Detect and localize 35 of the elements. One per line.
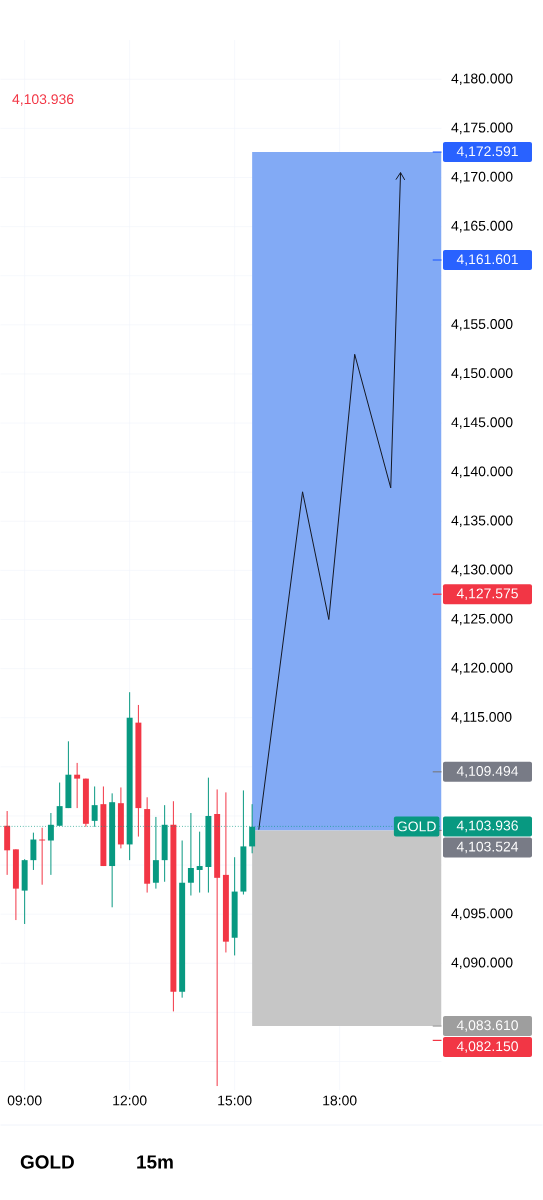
ref-line-label: 4,127.575: [456, 588, 518, 600]
ref-line-label: 4,082.150: [456, 1041, 518, 1053]
candlestick: [74, 762, 81, 809]
ref-line-label: 4,109.494: [456, 766, 519, 778]
x-tick-label: 12:00: [113, 1095, 147, 1106]
y-tick-label: 4,180.000: [451, 73, 513, 86]
annotation: 4,103.936: [12, 94, 74, 106]
candlestick: [39, 827, 46, 886]
ref-line-label: 4,103.936: [456, 820, 518, 833]
ref-line-label: 4,172.591: [456, 146, 518, 158]
y-tick-label: 4,095.000: [451, 908, 513, 920]
y-tick-label: 4,165.000: [451, 220, 513, 233]
y-tick-label: 4,115.000: [451, 711, 512, 724]
y-tick-label: 4,140.000: [451, 466, 513, 478]
y-tick-label: 4,120.000: [451, 662, 513, 675]
ref-line-label: 4,161.601: [456, 254, 518, 266]
text: 15m: [137, 1155, 173, 1169]
y-tick-label: 4,170.000: [451, 171, 513, 184]
y-tick-label: 4,145.000: [451, 417, 513, 429]
y-tick-label: 4,135.000: [451, 515, 513, 528]
ref-line-label: 4,083.610: [456, 1020, 518, 1032]
x-tick-label: 09:00: [7, 1095, 42, 1106]
y-tick-label: 4,155.000: [451, 319, 513, 331]
annotation: GOLD: [397, 821, 436, 832]
y-tick-label: 4,175.000: [451, 122, 513, 135]
x-tick-label: 15:00: [218, 1095, 252, 1106]
y-tick-label: 4,090.000: [451, 957, 513, 970]
x-tick-label: 18:00: [323, 1095, 357, 1106]
ref-line-label: 4,103.524: [456, 841, 519, 854]
candlestick: [196, 831, 203, 894]
y-tick-label: 4,125.000: [451, 613, 513, 626]
candlestick: [30, 832, 37, 871]
text: GOLD: [20, 1155, 74, 1169]
y-tick-label: 4,150.000: [451, 368, 513, 380]
y-tick-label: 4,130.000: [451, 564, 513, 577]
